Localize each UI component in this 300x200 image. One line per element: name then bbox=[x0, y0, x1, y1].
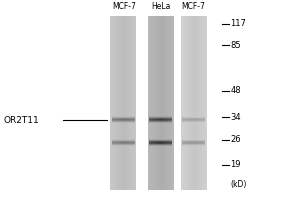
Text: 34: 34 bbox=[230, 113, 241, 122]
Text: 117: 117 bbox=[230, 19, 246, 28]
Text: HeLa: HeLa bbox=[151, 2, 170, 11]
Text: 26: 26 bbox=[230, 135, 241, 144]
Text: 85: 85 bbox=[230, 41, 241, 50]
Text: MCF-7: MCF-7 bbox=[112, 2, 136, 11]
Text: (kD): (kD) bbox=[230, 180, 247, 189]
Text: 48: 48 bbox=[230, 86, 241, 95]
Text: MCF-7: MCF-7 bbox=[182, 2, 206, 11]
Text: OR2T11: OR2T11 bbox=[3, 116, 39, 125]
Text: 19: 19 bbox=[230, 160, 241, 169]
